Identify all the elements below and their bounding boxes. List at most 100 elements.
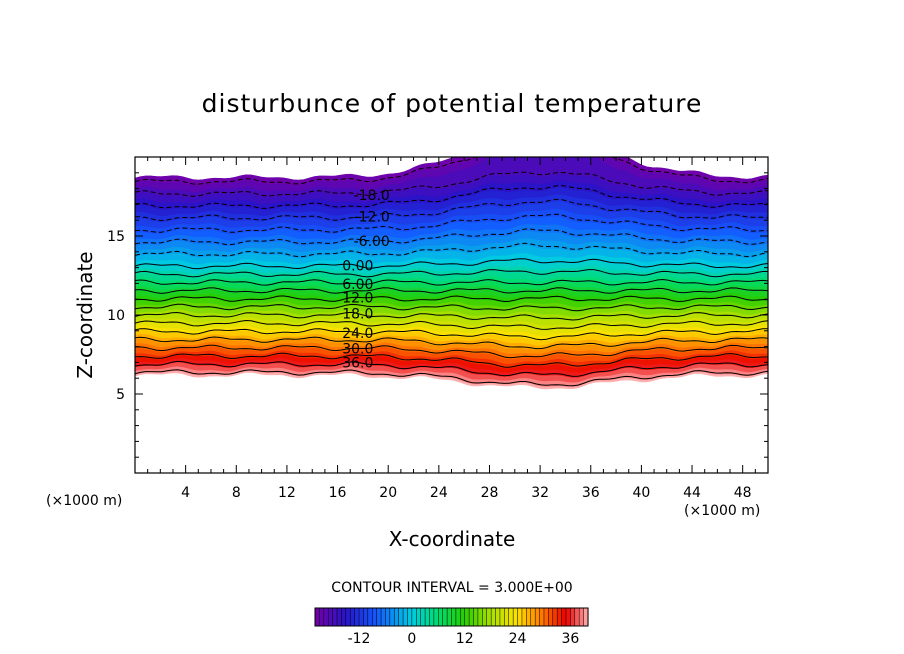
contour-line [135, 258, 768, 270]
colorbar-cell [451, 607, 457, 627]
colorbar-cell [327, 607, 334, 627]
contour-line [135, 303, 768, 312]
x-tick-label: 40 [632, 485, 650, 501]
colorbar-cell [442, 607, 448, 627]
contour-line [135, 311, 768, 321]
colorbar-cell [508, 607, 514, 627]
contour-line [135, 352, 768, 368]
colorbar-cell [473, 607, 479, 627]
contour-line [135, 344, 768, 359]
contour-line [135, 360, 768, 377]
colorbar-cell [371, 607, 378, 627]
contour-line [135, 319, 768, 330]
contour-label: -6.00 [354, 234, 390, 250]
contour-label: 6.00 [342, 277, 373, 293]
contour-line [135, 242, 768, 258]
colorbar-cell [556, 607, 563, 627]
contour-line [135, 213, 768, 233]
colorbar-cell [411, 607, 417, 627]
colorbar-cell [460, 607, 466, 627]
x-tick-label: 20 [379, 485, 397, 501]
colorbar-cell [416, 607, 422, 627]
colorbar-tick-label: -12 [348, 631, 371, 647]
colorbar-cell [429, 607, 435, 627]
colorbar-cell [345, 607, 351, 627]
color-band [135, 370, 768, 390]
colorbar-cell [363, 607, 369, 627]
x-unit-label: (×1000 m) [46, 493, 122, 509]
x-tick-label: 8 [232, 485, 241, 501]
contour-line [135, 369, 768, 387]
contour-line [135, 269, 768, 278]
contour-line [135, 295, 768, 303]
colorbar-cell [358, 607, 364, 627]
colorbar-frame [314, 607, 589, 627]
colorbar-cell [380, 607, 387, 627]
colorbar-cell [319, 607, 325, 627]
colorbar-cell [314, 607, 320, 627]
colorbar-cell [438, 607, 444, 627]
colorbar-cell [534, 607, 541, 627]
colorbar-cell [477, 607, 483, 627]
colorbar-cell [349, 607, 356, 627]
colorbar-cell [526, 607, 532, 627]
colorbar-cell [394, 607, 400, 627]
x-tick-label: 16 [329, 485, 347, 501]
colorbar-cell [407, 607, 413, 627]
colorbar-cell [486, 607, 492, 627]
colorbar-cell [402, 607, 409, 627]
colorbar-cell [574, 607, 580, 627]
x-tick-label: 32 [531, 485, 549, 501]
contour-line [135, 157, 768, 185]
colorbar-cell [468, 607, 475, 627]
colorbar-cell [376, 607, 382, 627]
colorbar-cell [354, 607, 360, 627]
colorbar-cell [504, 607, 510, 627]
colorbar: -12 0 12 24 36 [314, 607, 589, 647]
y-tick-label: 15 [107, 229, 125, 245]
colorbar-cell [548, 607, 554, 627]
colorbar-cell [570, 607, 576, 627]
y-tick-label: 5 [116, 387, 125, 403]
colorbar-cell [578, 607, 585, 627]
chart-title: disturbunce of potential temperature [202, 89, 703, 118]
colorbar-cell [398, 607, 404, 627]
contour-label: 12.0 [342, 290, 373, 306]
colorbar-tick-label: 0 [407, 631, 416, 647]
colorbar-cell [499, 607, 505, 627]
colorbar-cell [341, 607, 347, 627]
contour-line [135, 198, 768, 222]
colorbar-cell [561, 607, 567, 627]
contour-label: 36.0 [342, 355, 373, 371]
x-tick-label: 36 [582, 485, 600, 501]
colorbar-tick-label: 12 [456, 631, 474, 647]
colorbar-cell [389, 607, 395, 627]
x-tick-label: 4 [181, 485, 190, 501]
x-tick-label: 28 [481, 485, 499, 501]
x-tick-label: 44 [683, 485, 701, 501]
contour-label: 24.0 [342, 326, 373, 342]
colorbar-cell [367, 607, 373, 627]
colorbar-tick-label: 24 [509, 631, 527, 647]
colorbar-cell [420, 607, 426, 627]
colorbar-cell [521, 607, 527, 627]
colorbar-cell [323, 607, 329, 627]
colorbar-cell [455, 607, 461, 627]
y-unit-label: (×1000 m) [684, 503, 760, 519]
colorbar-cell [495, 607, 501, 627]
colorbar-cell [552, 607, 558, 627]
colorbar-cell [565, 607, 571, 627]
contour-line [135, 185, 768, 209]
contour-label: 30.0 [342, 341, 373, 357]
contour-interval-text: CONTOUR INTERVAL = 3.000E+00 [331, 580, 572, 596]
colorbar-cell [332, 607, 338, 627]
contour-line [135, 228, 768, 246]
colorbar-cell [512, 607, 519, 627]
colorbar-tick-label: 36 [561, 631, 579, 647]
colorbar-cell [543, 607, 549, 627]
contour-label: 0.00 [342, 259, 373, 275]
colorbar-cell [490, 607, 497, 627]
